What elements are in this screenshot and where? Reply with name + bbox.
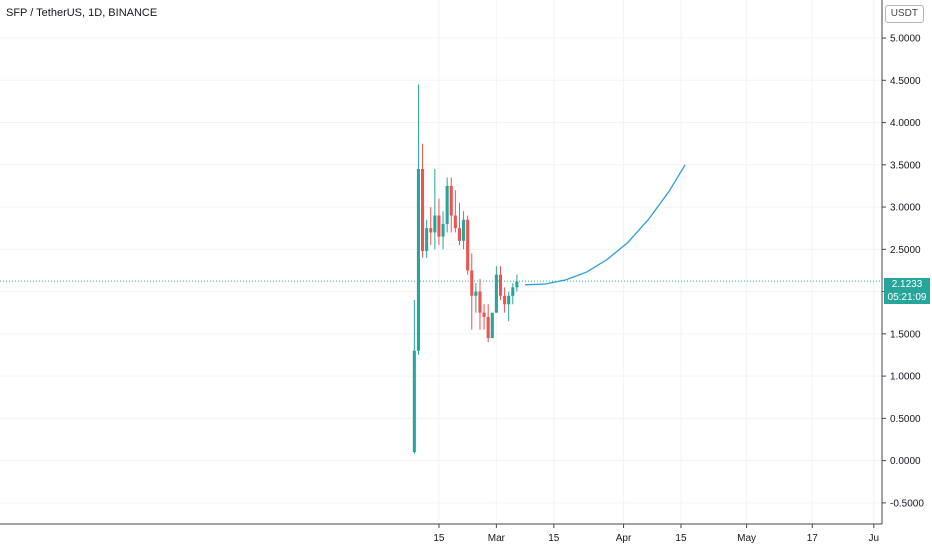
time-axis[interactable]: 15 Mar 15 Apr 15 May 17 Ju (433, 524, 879, 544)
candle-down (478, 291, 482, 313)
candle-down (457, 228, 461, 241)
price-tick-label: 4.0000 (890, 118, 921, 129)
candle-down (429, 228, 433, 233)
candle-down (482, 312, 486, 317)
time-tick-label: 15 (433, 533, 445, 544)
candle-down (437, 215, 441, 237)
price-tick-label: 2.5000 (890, 245, 921, 256)
price-tick-label: 0.0000 (890, 456, 921, 467)
candle-down (449, 185, 453, 216)
price-tick-label: 1.5000 (890, 329, 921, 340)
time-tick-label: Apr (616, 533, 632, 544)
bar-countdown: 05:21:09 (887, 292, 927, 303)
candle-up (441, 223, 445, 237)
candle-down (503, 295, 507, 305)
time-tick-label: 17 (807, 533, 819, 544)
time-tick-label: 15 (675, 533, 687, 544)
candle-up (412, 350, 416, 453)
candle-down (466, 219, 470, 271)
candle-up (507, 295, 511, 305)
time-tick-label: Ju (869, 533, 880, 544)
candle-down (498, 274, 503, 296)
candle-up (494, 274, 498, 313)
grid-lines (0, 0, 882, 524)
price-tick-label: 4.5000 (890, 76, 921, 87)
projection-path (525, 164, 686, 286)
candle-down (453, 215, 457, 229)
candle-down (486, 316, 490, 339)
price-tick-label: 3.0000 (890, 203, 921, 214)
currency-button[interactable]: USDT (884, 5, 924, 23)
last-price-value: 2.1233 (891, 279, 923, 290)
price-tick-label: 1.0000 (890, 372, 921, 383)
last-price-tag: 2.1233 05:21:09 (884, 278, 930, 304)
candle-down (421, 169, 425, 252)
candle-up (425, 228, 429, 252)
projection-curve (525, 164, 686, 286)
candle-up (462, 219, 466, 241)
candle-series (412, 84, 519, 454)
candle-up (433, 215, 437, 233)
candle-up (490, 312, 494, 339)
price-tick-label: 5.0000 (890, 34, 921, 45)
price-tick-label: 0.5000 (890, 414, 921, 425)
candle-up (416, 169, 420, 351)
chart-title: SFP / TetherUS, 1D, BINANCE (6, 7, 158, 19)
candle-up (445, 185, 449, 224)
time-tick-label: Mar (488, 533, 506, 544)
time-tick-label: May (737, 533, 756, 544)
candle-up (515, 281, 519, 288)
candle-up (474, 291, 478, 296)
price-tick-label: 3.5000 (890, 160, 921, 171)
price-axis[interactable]: 5.00004.50004.00003.50003.00002.50002.00… (882, 34, 924, 510)
price-tick-label: -0.5000 (890, 498, 924, 509)
candle-up (511, 287, 515, 296)
time-tick-label: 15 (548, 533, 560, 544)
candle-down (470, 270, 474, 296)
